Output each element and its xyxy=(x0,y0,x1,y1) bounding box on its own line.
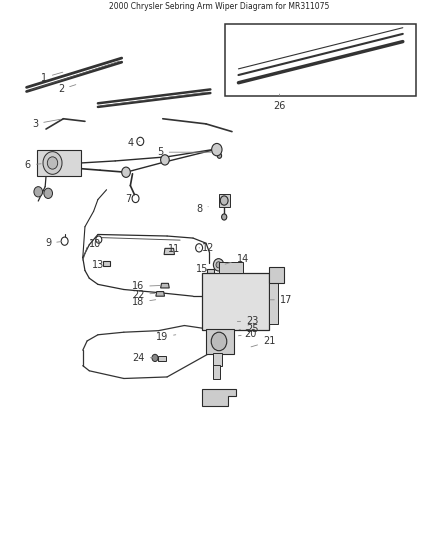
Circle shape xyxy=(152,354,158,361)
Text: 25: 25 xyxy=(239,324,258,334)
Bar xyxy=(269,278,278,325)
Bar xyxy=(206,329,234,354)
Text: 8: 8 xyxy=(197,204,208,214)
Polygon shape xyxy=(164,248,174,255)
Text: 16: 16 xyxy=(132,281,160,292)
Circle shape xyxy=(212,143,222,156)
Text: 24: 24 xyxy=(132,353,154,364)
Circle shape xyxy=(220,196,228,205)
Circle shape xyxy=(196,244,202,252)
Text: 26: 26 xyxy=(273,94,286,111)
Text: 4: 4 xyxy=(127,139,140,148)
Text: 14: 14 xyxy=(225,254,249,264)
Circle shape xyxy=(211,332,227,351)
Text: 22: 22 xyxy=(132,289,155,300)
Circle shape xyxy=(161,155,169,165)
Circle shape xyxy=(44,188,53,198)
Polygon shape xyxy=(202,389,236,406)
Text: 6: 6 xyxy=(25,160,41,170)
Text: 5: 5 xyxy=(158,147,212,157)
Text: 9: 9 xyxy=(45,238,62,248)
Text: 7: 7 xyxy=(125,194,134,204)
Bar xyxy=(219,195,230,207)
Text: 11: 11 xyxy=(167,244,180,254)
Text: 3: 3 xyxy=(32,119,60,129)
Polygon shape xyxy=(207,269,214,273)
Text: 23: 23 xyxy=(237,317,258,326)
Bar xyxy=(202,273,269,329)
Circle shape xyxy=(222,214,227,220)
Circle shape xyxy=(61,237,68,245)
Circle shape xyxy=(212,147,219,154)
Circle shape xyxy=(43,152,62,174)
Text: 21: 21 xyxy=(251,336,276,347)
Circle shape xyxy=(132,195,139,203)
Text: 2000 Chrysler Sebring Arm Wiper Diagram for MR311075: 2000 Chrysler Sebring Arm Wiper Diagram … xyxy=(109,2,329,11)
Bar xyxy=(212,365,220,379)
Text: 12: 12 xyxy=(199,243,215,253)
Text: 2: 2 xyxy=(58,84,76,94)
Text: 13: 13 xyxy=(92,260,104,270)
Text: 20: 20 xyxy=(238,329,256,339)
Text: 1: 1 xyxy=(41,72,63,83)
Circle shape xyxy=(217,153,222,158)
Polygon shape xyxy=(103,261,110,266)
Text: 10: 10 xyxy=(89,239,101,249)
Polygon shape xyxy=(156,292,165,296)
Bar xyxy=(226,23,416,95)
Bar xyxy=(219,262,243,273)
Text: 19: 19 xyxy=(156,332,176,342)
Text: 18: 18 xyxy=(132,297,156,308)
Polygon shape xyxy=(269,267,284,284)
Circle shape xyxy=(213,259,224,271)
Text: 15: 15 xyxy=(196,264,209,274)
Circle shape xyxy=(137,138,144,146)
Bar xyxy=(37,150,81,176)
Circle shape xyxy=(47,157,58,169)
Bar xyxy=(212,353,222,366)
Circle shape xyxy=(96,236,102,243)
Circle shape xyxy=(216,262,221,268)
Text: 17: 17 xyxy=(270,295,292,305)
Circle shape xyxy=(34,187,42,197)
Polygon shape xyxy=(161,284,169,288)
Polygon shape xyxy=(159,357,166,361)
Circle shape xyxy=(122,167,131,177)
